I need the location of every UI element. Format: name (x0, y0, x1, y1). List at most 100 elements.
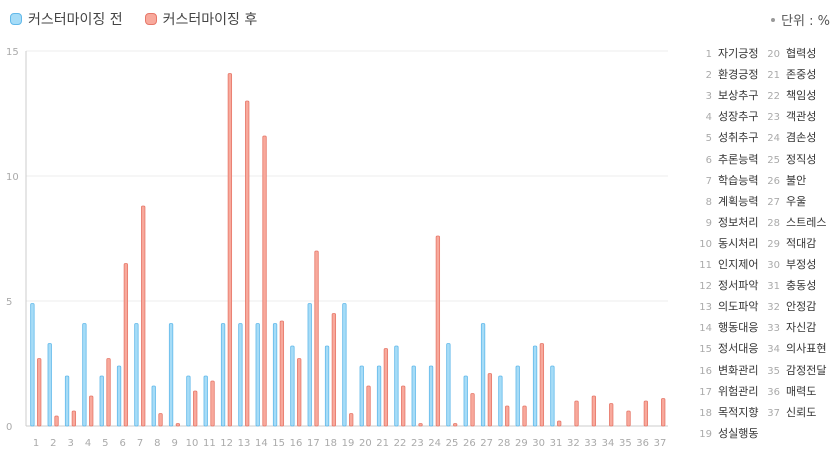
bar-after-24[interactable] (435, 235, 441, 427)
category-number: 8 (705, 196, 712, 208)
category-legend-item: 15 정서대응 (698, 340, 758, 356)
bar-after-35[interactable] (626, 410, 631, 427)
bar-before-1[interactable] (30, 303, 35, 427)
bar-after-15[interactable] (279, 320, 285, 427)
bar-after-12[interactable] (227, 73, 233, 427)
bar-after-22[interactable] (401, 385, 406, 427)
bar-before-27[interactable] (480, 323, 486, 427)
bar-after-36[interactable] (643, 400, 649, 427)
category-legend-item: 37 신뢰도 (766, 404, 816, 420)
bar-after-5[interactable] (106, 358, 111, 427)
bar-before-20[interactable] (359, 365, 364, 427)
bar-after-3[interactable] (71, 410, 77, 427)
bar-before-24[interactable] (428, 365, 434, 427)
category-number: 3 (705, 91, 712, 103)
category-name: 존중성 (786, 68, 817, 82)
bar-after-29[interactable] (522, 405, 527, 427)
category-number: 35 (767, 365, 780, 377)
bar-after-11[interactable] (210, 380, 215, 427)
bar-after-33[interactable] (591, 395, 597, 427)
bar-before-4[interactable] (82, 323, 87, 427)
category-legend-item: 27 우울 (766, 193, 806, 209)
bar-after-9[interactable] (175, 423, 181, 427)
x-tick-label: 30 (532, 438, 545, 449)
bar-after-18[interactable] (331, 313, 337, 427)
category-number: 14 (699, 323, 712, 335)
bar-before-6[interactable] (116, 365, 122, 427)
bar-after-32[interactable] (574, 400, 579, 427)
x-tick-label: 33 (584, 438, 597, 449)
bar-after-6[interactable] (123, 263, 129, 427)
bar-after-20[interactable] (366, 385, 371, 427)
category-number: 32 (767, 302, 780, 314)
bar-after-8[interactable] (158, 413, 163, 427)
bar-before-15[interactable] (272, 323, 278, 427)
bar-before-21[interactable] (376, 365, 382, 427)
category-number: 28 (767, 217, 780, 229)
category-legend-item: 5 성취추구 (698, 129, 759, 145)
category-number: 26 (767, 175, 780, 187)
bar-after-26[interactable] (470, 393, 475, 427)
bar-after-27[interactable] (487, 373, 493, 427)
bar-before-14[interactable] (255, 323, 260, 427)
x-tick-label: 7 (137, 438, 143, 449)
bar-after-4[interactable] (89, 395, 94, 427)
x-tick-label: 25 (446, 438, 459, 449)
bar-after-13[interactable] (245, 100, 250, 427)
bar-after-34[interactable] (609, 403, 614, 427)
category-legend-item: 31 충동성 (766, 277, 816, 293)
category-name: 정서대응 (718, 342, 759, 356)
bar-before-2[interactable] (47, 343, 52, 427)
category-name: 학습능력 (718, 173, 759, 187)
bar-after-19[interactable] (349, 413, 354, 427)
category-number: 36 (767, 386, 780, 398)
category-name: 부정성 (786, 258, 817, 271)
category-number: 34 (767, 344, 780, 356)
bar-before-10[interactable] (186, 375, 191, 427)
bar-before-18[interactable] (324, 345, 330, 427)
bars (30, 73, 666, 427)
bar-after-1[interactable] (37, 358, 42, 427)
bar-before-30[interactable] (532, 345, 538, 427)
category-number: 25 (767, 154, 780, 166)
bar-after-25[interactable] (453, 423, 458, 427)
bar-before-8[interactable] (151, 385, 156, 427)
bar-before-16[interactable] (290, 345, 295, 427)
bar-before-23[interactable] (411, 365, 416, 427)
category-name: 객관성 (786, 110, 817, 124)
bar-before-7[interactable] (134, 323, 139, 427)
bar-after-17[interactable] (314, 250, 319, 427)
bar-before-25[interactable] (446, 343, 451, 427)
bar-before-3[interactable] (64, 375, 70, 427)
bar-after-23[interactable] (418, 423, 423, 427)
bar-before-22[interactable] (394, 345, 399, 427)
bar-before-9[interactable] (168, 323, 174, 427)
bar-before-29[interactable] (515, 365, 520, 427)
category-name: 행동대응 (718, 321, 759, 335)
bar-after-28[interactable] (505, 405, 510, 427)
category-legend-item: 32 안정감 (766, 298, 816, 314)
bar-before-5[interactable] (99, 375, 104, 427)
bar-before-17[interactable] (307, 303, 312, 427)
category-number: 21 (767, 70, 780, 82)
legend-item-after[interactable]: 커스터마이징 후 (144, 9, 257, 29)
bar-after-14[interactable] (262, 135, 267, 427)
y-tick-label: 10 (6, 172, 19, 183)
bar-after-7[interactable] (141, 205, 146, 427)
bar-after-31[interactable] (557, 420, 562, 427)
bar-after-21[interactable] (383, 348, 389, 427)
bar-before-13[interactable] (238, 323, 243, 427)
bar-after-30[interactable] (539, 343, 545, 427)
legend-item-before[interactable]: 커스터마이징 전 (10, 9, 123, 29)
bar-before-31[interactable] (550, 365, 555, 427)
bar-before-11[interactable] (203, 375, 208, 427)
bar-after-2[interactable] (54, 415, 59, 427)
bar-after-10[interactable] (193, 390, 198, 427)
bar-before-28[interactable] (498, 375, 503, 427)
bar-after-16[interactable] (297, 358, 302, 427)
bar-before-12[interactable] (220, 323, 226, 427)
bar-after-37[interactable] (661, 398, 666, 427)
bar-before-26[interactable] (463, 375, 468, 427)
category-name: 변화관리 (718, 363, 759, 377)
bar-before-19[interactable] (342, 303, 347, 427)
